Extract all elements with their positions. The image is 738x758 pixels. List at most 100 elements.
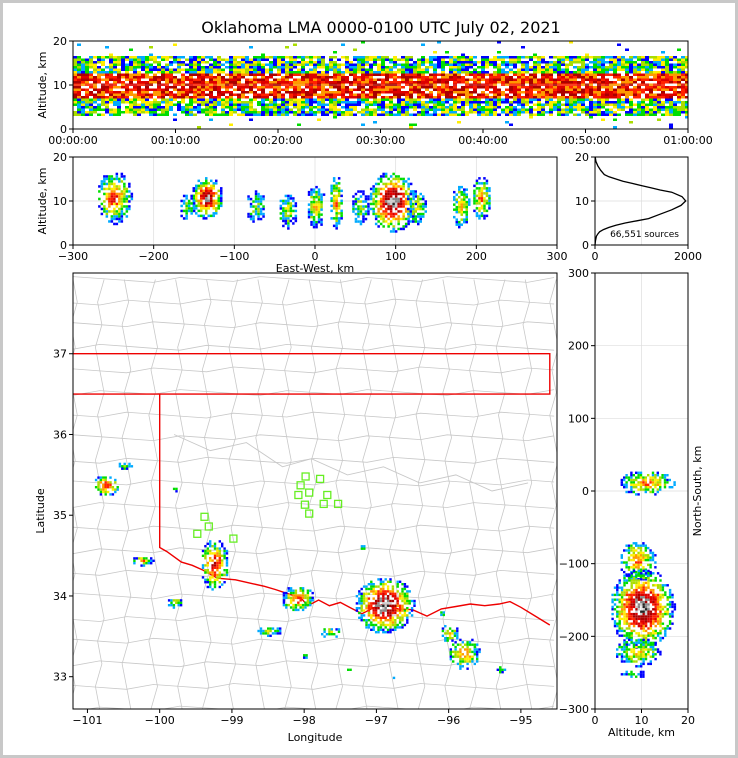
alt-ns-y-tick-label: 300 <box>568 267 589 280</box>
plan-view-x-tick-label: −96 <box>437 714 460 727</box>
height-histogram-x-tick-label: 0 <box>592 250 599 263</box>
station-marker <box>305 509 314 518</box>
alt-ns-y-tick-label: 0 <box>582 485 589 498</box>
time-height-x-tick-label: 01:00:00 <box>663 134 712 147</box>
plan-view-density <box>94 462 507 680</box>
plan-view-x-tick-label: −98 <box>293 714 316 727</box>
plan-view-y-axis-label: Latitude <box>34 488 47 534</box>
plan-view-storm-cell <box>201 540 229 591</box>
alt-ns-y-tick-label: −200 <box>559 630 589 643</box>
plan-view-x-axis-label: Longitude <box>288 731 343 744</box>
plan-view-storm-cell <box>257 627 282 637</box>
ew-height-y-tick-label: 10 <box>53 195 67 208</box>
time-height-y-axis-label: Altitude, km <box>36 51 49 118</box>
ew-height-storm-cell <box>180 194 196 220</box>
plan-view-y-tick-label: 35 <box>53 509 67 522</box>
time-height-x-tick-label: 00:50:00 <box>561 134 610 147</box>
station-marker <box>200 512 209 521</box>
alt-ns-y-tick-label: −300 <box>559 703 589 716</box>
ew-height-x-tick-label: 200 <box>466 250 487 263</box>
station-marker <box>305 488 314 497</box>
chart-title: Oklahoma LMA 0000-0100 UTC July 02, 2021 <box>201 18 560 37</box>
alt-ns-y-tick-label: 100 <box>568 412 589 425</box>
plan-view-storm-cell <box>449 638 481 670</box>
ew-height-storm-cell <box>369 172 418 233</box>
station-marker <box>296 481 305 490</box>
station-marker <box>294 490 303 500</box>
ew-height-x-tick-label: 100 <box>385 250 406 263</box>
ew-height-axes: −300 −200 −100 0 100 200 300 0 10 20 East-West, km… <box>36 151 568 275</box>
ew-height-density <box>98 172 491 233</box>
plan-view-x-tick-label: −95 <box>509 714 532 727</box>
time-height-x-tick-label: 00:00:00 <box>48 134 97 147</box>
time-height-y-tick-label: 20 <box>53 35 67 48</box>
lma-stations <box>193 472 343 543</box>
county-boundaries <box>73 276 557 709</box>
ew-height-y-axis-label: Altitude, km <box>36 167 49 234</box>
time-height-y-tick-label: 0 <box>60 123 67 136</box>
alt-ns-storm-cell <box>620 471 676 496</box>
plan-view-y-tick-label: 36 <box>53 428 67 441</box>
ew-height-y-tick-label: 0 <box>60 239 67 252</box>
height-histogram-y-tick-label: 10 <box>575 195 589 208</box>
time-height-axes: 00:00:00 00:10:00 00:20:00 00:30:00 00:40:00… <box>36 35 713 147</box>
plan-view-storm-cell <box>172 487 178 493</box>
ew-height-storm-cell <box>473 177 491 220</box>
plan-view-x-tick-label: −99 <box>220 714 243 727</box>
plan-view-storm-cell <box>355 578 416 634</box>
station-marker <box>323 490 332 500</box>
alt-ns-storm-cell <box>616 638 662 668</box>
plan-view-x-tick-label: −97 <box>365 714 388 727</box>
plan-view-y-tick-label: 34 <box>53 590 67 603</box>
plan-view-storm-cell <box>94 476 119 496</box>
altitude-histogram-line <box>594 156 687 246</box>
station-marker <box>300 500 310 509</box>
plan-view-storm-cell <box>321 628 341 638</box>
height-histogram-y-tick-label: 0 <box>582 239 589 252</box>
alt-ns-density <box>611 471 677 678</box>
alt-ns-y-tick-label: −100 <box>559 558 589 571</box>
station-marker <box>193 529 202 538</box>
ew-height-storm-cell <box>279 194 298 230</box>
histogram-grid <box>595 157 688 245</box>
time-height-x-tick-label: 00:20:00 <box>253 134 302 147</box>
ew-height-storm-cell <box>453 185 471 229</box>
ew-height-y-tick-label: 20 <box>53 151 67 164</box>
ew-height-x-tick-label: −300 <box>58 250 88 263</box>
alt-ns-x-tick-label: 10 <box>635 714 649 727</box>
plan-view-storm-cell <box>133 557 155 567</box>
source-count-label: 66,551 sources <box>610 230 679 240</box>
ew-height-storm-cell <box>247 190 265 223</box>
station-marker <box>319 499 328 509</box>
plan-view-axes: −101 −100 −99 −98 −97 −96 −95 33 34 35 36 37 Longitu… <box>34 272 558 744</box>
plan-view-y-tick-label: 33 <box>53 671 67 684</box>
station-marker <box>333 499 343 509</box>
alt-ns-y-axis-label: North-South, km <box>691 446 704 537</box>
plan-view-storm-cell <box>496 666 507 674</box>
alt-ns-x-tick-label: 0 <box>592 714 599 727</box>
alt-ns-x-axis-label: Altitude, km <box>608 726 675 739</box>
plan-view-storm-cell <box>282 587 314 612</box>
alt-ns-x-tick-label: 20 <box>681 714 695 727</box>
ew-height-x-tick-label: 0 <box>312 250 319 263</box>
state-border <box>73 353 551 626</box>
ew-height-x-tick-label: −200 <box>139 250 169 263</box>
plan-view-x-tick-label: −101 <box>72 714 102 727</box>
station-marker <box>315 474 325 484</box>
plan-view-storm-cell <box>118 462 134 470</box>
alt-ns-axes: 0 10 20 −300 −200 −100 0 100 200 300 Altitude, km N… <box>559 267 704 739</box>
ew-height-storm-cell <box>352 190 370 226</box>
height-histogram-y-tick-label: 20 <box>575 151 589 164</box>
plan-view-y-tick-label: 37 <box>53 348 67 361</box>
station-marker <box>301 472 310 481</box>
ew-height-x-tick-label: −100 <box>219 250 249 263</box>
plan-view-storm-cell <box>360 545 366 550</box>
plan-view-storm-cell <box>167 599 183 609</box>
time-height-x-tick-label: 00:40:00 <box>458 134 507 147</box>
alt-ns-y-tick-label: 200 <box>568 340 589 353</box>
plan-view-storm-cell <box>392 676 396 680</box>
plan-view-storm-cell <box>441 625 459 642</box>
plan-view-x-tick-label: −100 <box>145 714 175 727</box>
time-height-x-tick-label: 00:30:00 <box>356 134 405 147</box>
